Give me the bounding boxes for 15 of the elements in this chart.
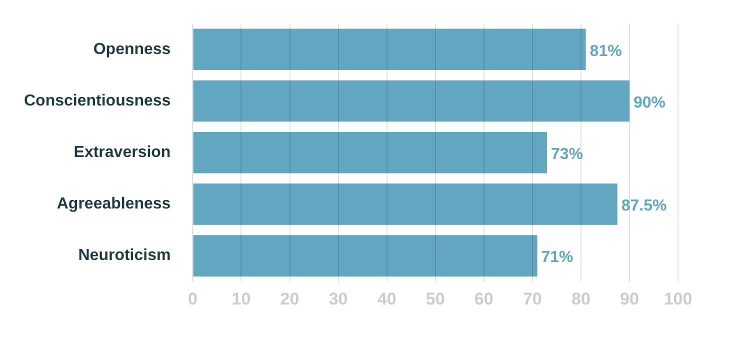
y-tick-label: Openness xyxy=(93,40,171,58)
data-label: 73% xyxy=(550,146,583,164)
y-tick-label: Extraversion xyxy=(74,144,171,162)
data-label: 90% xyxy=(633,94,666,112)
bar xyxy=(193,235,538,276)
bar xyxy=(193,28,586,70)
y-tick-label: Agreeableness xyxy=(56,196,171,213)
data-label: 71% xyxy=(541,249,574,266)
bar xyxy=(193,80,630,122)
y-tick-label: Conscientiousness xyxy=(24,92,171,110)
y-tick-label: Neuroticism xyxy=(78,247,171,264)
bar xyxy=(193,184,618,225)
data-label: 87.5% xyxy=(621,198,667,215)
data-label: 81% xyxy=(590,42,622,60)
bar xyxy=(193,132,547,174)
